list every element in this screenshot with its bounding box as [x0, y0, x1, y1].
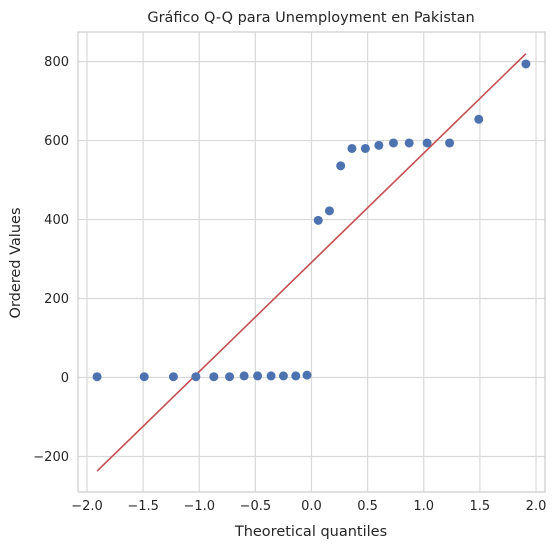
data-point: [266, 371, 276, 381]
data-point: [360, 143, 370, 153]
data-point: [253, 371, 263, 381]
reference-line: [96, 53, 527, 472]
data-point: [336, 161, 346, 171]
x-tick-label: −0.5: [240, 499, 272, 514]
data-point: [388, 138, 398, 148]
data-point: [209, 372, 219, 382]
x-tick-label: 1.5: [470, 499, 491, 514]
y-tick-label: 200: [44, 292, 69, 307]
data-point: [347, 143, 357, 153]
plot-frame: [77, 31, 546, 493]
y-tick-label: 400: [44, 213, 69, 228]
data-point: [278, 371, 288, 381]
data-point: [291, 371, 301, 381]
data-point: [239, 371, 249, 381]
data-point: [225, 372, 235, 382]
x-tick-label: −1.5: [127, 499, 159, 514]
x-tick-label: 2.0: [526, 499, 547, 514]
plot-area: −2.0 −1.5 −1.0 −0.5 0.0 0.5 1.0 1.5 2.0 −200 0 200 4…: [33, 31, 547, 514]
data-point: [422, 138, 432, 148]
data-point: [404, 138, 414, 148]
data-point: [324, 206, 334, 216]
data-point: [302, 370, 312, 380]
x-tick-label: −2.0: [71, 499, 103, 514]
y-tick-label: 600: [44, 134, 69, 149]
y-axis-label: Ordered Values: [8, 208, 24, 319]
data-point: [168, 372, 178, 382]
x-tick-label: 1.0: [413, 499, 434, 514]
data-point: [191, 372, 201, 382]
data-point: [474, 114, 484, 124]
x-tick-label: 0.0: [301, 499, 322, 514]
data-point: [521, 59, 531, 69]
data-point: [92, 372, 102, 382]
y-tick-label: 800: [44, 55, 69, 70]
x-tick-label: −1.0: [183, 499, 215, 514]
y-tick-label: 0: [61, 371, 69, 386]
data-point: [139, 372, 149, 382]
x-tick-label: 0.5: [357, 499, 378, 514]
data-point: [445, 138, 455, 148]
data-point: [313, 215, 323, 225]
data-point: [374, 140, 384, 150]
y-tick-label: −200: [33, 450, 69, 465]
x-axis-label: Theoretical quantiles: [234, 524, 387, 540]
chart-title: Gráfico Q-Q para Unemployment en Pakista…: [147, 10, 474, 26]
